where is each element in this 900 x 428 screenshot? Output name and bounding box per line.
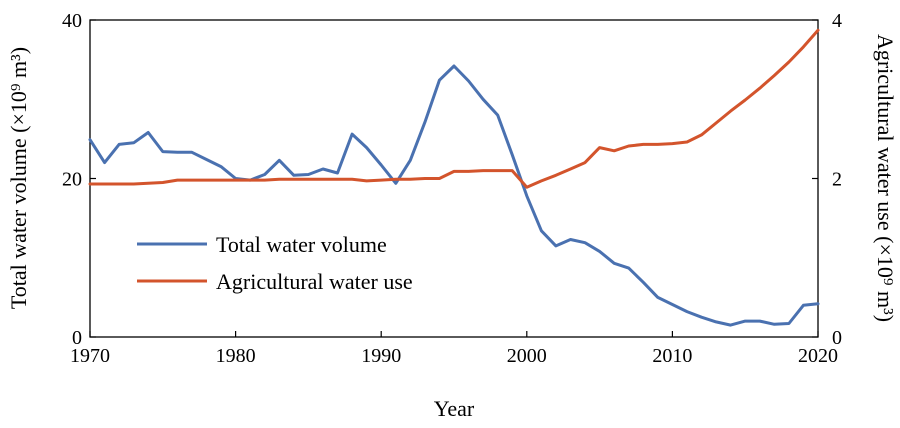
series-lines: [88, 28, 820, 327]
legend-label-total-water-volume: Total water volume: [216, 232, 387, 257]
legend: Total water volume Agricultural water us…: [137, 232, 413, 294]
left-y-tick-label: 0: [72, 327, 82, 349]
right-y-axis-title: Agricultural water use (×10⁹ m³): [873, 34, 898, 322]
right-y-tick-label: 0: [832, 327, 842, 349]
right-y-tick-label: 4: [832, 10, 842, 32]
series-line-total-water-volume: [88, 64, 820, 327]
left-y-tick-label: 20: [62, 169, 82, 191]
series-line-agricultural-water-use: [88, 28, 820, 189]
x-tick-label: 1980: [216, 345, 256, 367]
x-axis-title: Year: [434, 396, 475, 421]
left-y-axis-title: Total water volume (×10⁹ m³): [6, 47, 31, 309]
x-tick-label: 2000: [507, 345, 547, 367]
x-tick-label: 2010: [652, 345, 692, 367]
x-tick-label: 2020: [798, 345, 838, 367]
x-tick-label: 1970: [70, 345, 110, 367]
right-y-tick-label: 2: [832, 169, 842, 191]
x-tick-label: 1990: [361, 345, 401, 367]
legend-label-agricultural-water-use: Agricultural water use: [216, 269, 413, 294]
axis-ticks: [89, 19, 819, 338]
left-y-tick-label: 40: [62, 10, 82, 32]
